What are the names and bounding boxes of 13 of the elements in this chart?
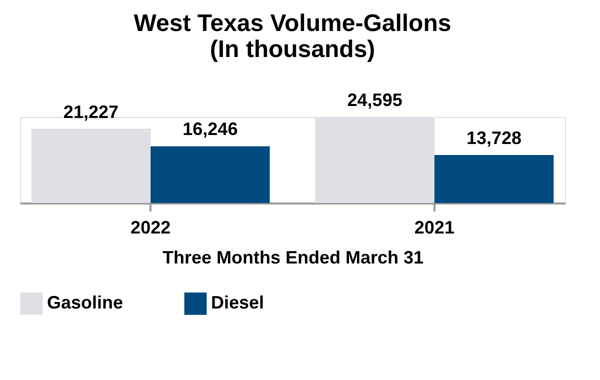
x-tick-label: 2021 [414, 218, 454, 238]
legend-label: Diesel [211, 292, 264, 313]
data-label: 24,595 [347, 90, 402, 110]
x-axis-title: Three Months Ended March 31 [162, 248, 424, 268]
bar [31, 128, 151, 203]
data-label: 13,728 [466, 128, 522, 148]
data-label: 21,227 [63, 102, 118, 122]
bar [434, 155, 554, 203]
x-tick-label: 2022 [130, 218, 171, 238]
bar [150, 146, 270, 203]
data-label: 16,246 [182, 119, 238, 140]
chart-title: West Texas Volume-Gallons (In thousands) [134, 10, 452, 63]
legend-label: Gasoline [47, 292, 124, 313]
